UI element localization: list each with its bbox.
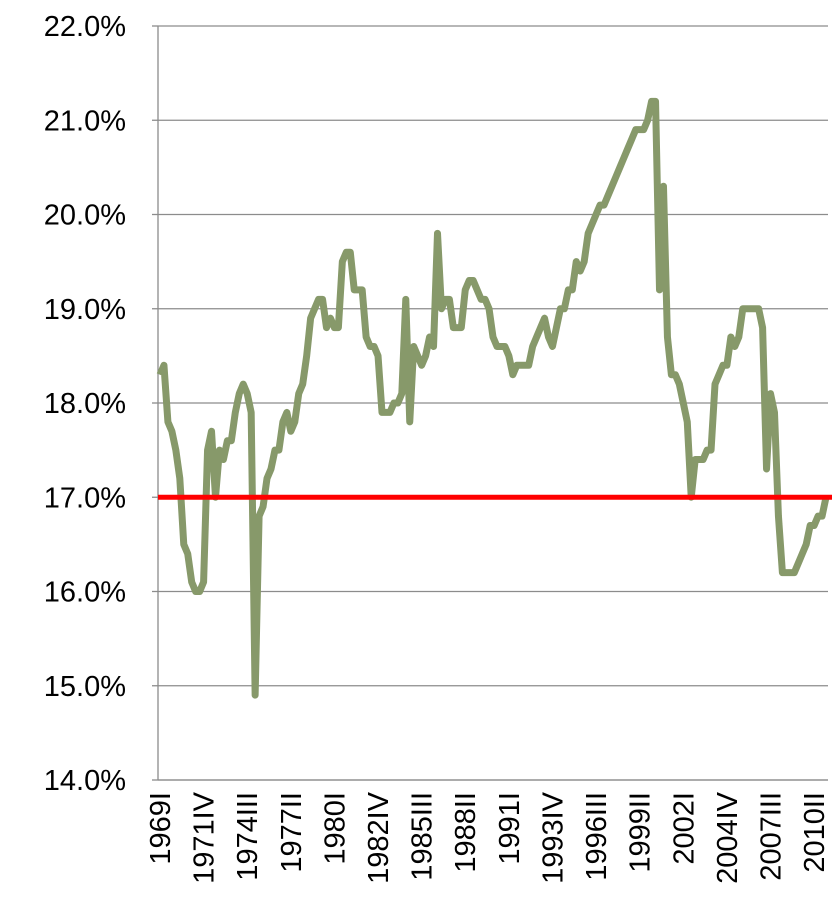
y-tick-label: 19.0% <box>44 294 126 326</box>
data-line <box>156 97 830 699</box>
x-tick-label: 1971IV <box>189 791 221 884</box>
x-tick-label: 1993IV <box>537 791 569 884</box>
y-tick-label: 17.0% <box>44 482 126 514</box>
x-tick-label: 1982IV <box>363 791 395 884</box>
x-tick-label: 1977II <box>276 792 308 873</box>
x-tick-label: 1969I <box>145 792 177 865</box>
x-tick-label: 1985III <box>407 792 439 881</box>
x-tick-label: 1974III <box>232 792 264 881</box>
y-tick-label: 16.0% <box>44 577 126 609</box>
y-tick-label: 15.0% <box>44 671 126 703</box>
x-tick-label: 1988II <box>450 792 482 873</box>
x-tick-label: 2004IV <box>712 791 744 884</box>
x-tick-label: 1991I <box>494 792 526 865</box>
y-tick-label: 20.0% <box>44 200 126 232</box>
x-tick-label: 1996III <box>581 792 613 881</box>
x-tick-label: 2007III <box>756 792 788 881</box>
y-tick-label: 21.0% <box>44 105 126 137</box>
x-tick-label: 1980I <box>319 792 351 865</box>
y-tick-label: 22.0% <box>44 11 126 43</box>
y-tick-label: 14.0% <box>44 765 126 797</box>
y-tick-label: 18.0% <box>44 388 126 420</box>
x-tick-label: 2010II <box>799 792 831 873</box>
x-tick-label: 2002I <box>668 792 700 865</box>
x-tick-label: 1999II <box>625 792 657 873</box>
